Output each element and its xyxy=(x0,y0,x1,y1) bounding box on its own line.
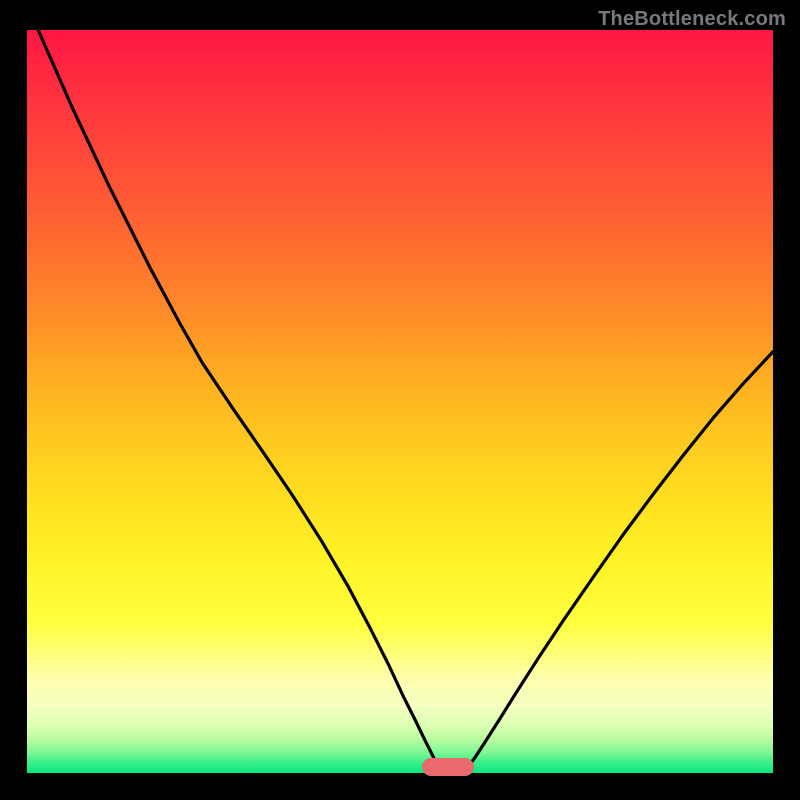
chart-frame: TheBottleneck.com xyxy=(0,0,800,800)
bottleneck-curve xyxy=(27,30,773,773)
plot-area xyxy=(27,30,773,773)
attribution-text: TheBottleneck.com xyxy=(598,8,786,31)
optimum-marker xyxy=(422,758,474,776)
curve-path xyxy=(38,30,773,772)
